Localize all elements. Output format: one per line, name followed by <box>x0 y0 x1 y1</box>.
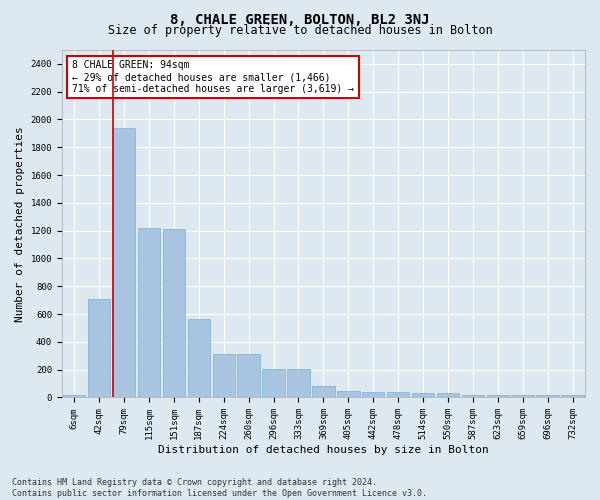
Bar <box>562 394 584 398</box>
Bar <box>511 396 534 398</box>
Bar <box>412 392 434 398</box>
Bar <box>461 394 484 398</box>
Bar <box>262 369 285 398</box>
Bar <box>312 386 335 398</box>
Bar <box>437 392 459 398</box>
Bar <box>63 396 85 398</box>
Bar <box>487 394 509 398</box>
Bar <box>188 319 210 398</box>
Text: 8 CHALE GREEN: 94sqm
← 29% of detached houses are smaller (1,466)
71% of semi-de: 8 CHALE GREEN: 94sqm ← 29% of detached h… <box>72 60 354 94</box>
Y-axis label: Number of detached properties: Number of detached properties <box>15 126 25 322</box>
Bar <box>88 299 110 398</box>
Bar <box>163 228 185 398</box>
Bar <box>362 392 385 398</box>
Text: Size of property relative to detached houses in Bolton: Size of property relative to detached ho… <box>107 24 493 37</box>
Bar <box>387 392 409 398</box>
Bar <box>212 354 235 398</box>
Text: Contains HM Land Registry data © Crown copyright and database right 2024.
Contai: Contains HM Land Registry data © Crown c… <box>12 478 427 498</box>
X-axis label: Distribution of detached houses by size in Bolton: Distribution of detached houses by size … <box>158 445 489 455</box>
Bar <box>138 228 160 398</box>
Bar <box>337 390 359 398</box>
Bar <box>238 354 260 398</box>
Bar <box>113 128 135 398</box>
Text: 8, CHALE GREEN, BOLTON, BL2 3NJ: 8, CHALE GREEN, BOLTON, BL2 3NJ <box>170 12 430 26</box>
Bar <box>287 369 310 398</box>
Bar <box>536 396 559 398</box>
